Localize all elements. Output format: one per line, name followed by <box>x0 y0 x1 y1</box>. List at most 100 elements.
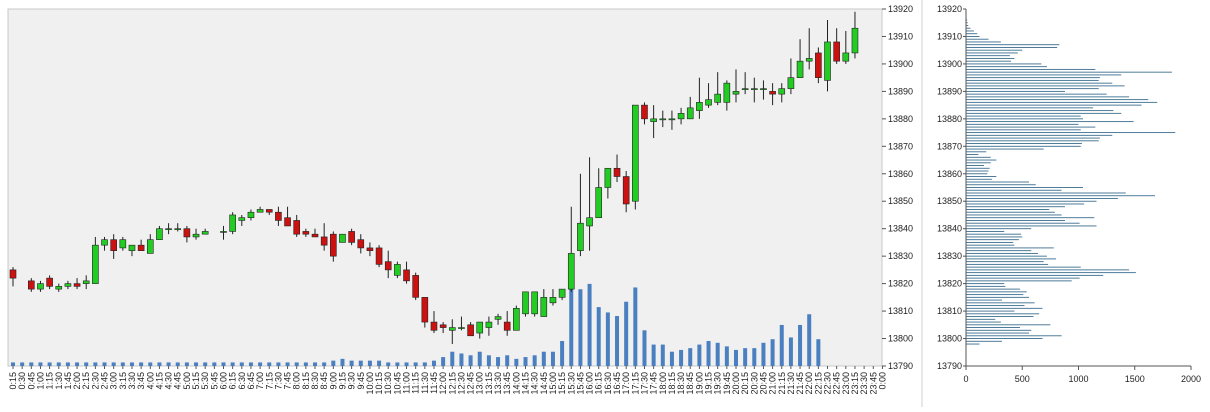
time-tick-label: 18:15 <box>667 372 677 395</box>
candle <box>577 173 584 257</box>
time-tick-label: 19:15 <box>704 372 714 395</box>
profile-bar <box>966 57 1015 59</box>
volume-bar <box>248 362 253 366</box>
candle <box>37 280 44 292</box>
profile-bar <box>966 338 1043 339</box>
candle-body <box>9 269 17 279</box>
profile-price-tick-label: 13910 <box>937 31 962 41</box>
candle-body <box>265 209 273 213</box>
candle <box>192 228 200 240</box>
time-tick-label: 5:00 <box>182 372 192 390</box>
candle <box>586 157 593 251</box>
candle <box>750 77 758 103</box>
candle-body <box>28 280 35 290</box>
candle-body <box>220 231 227 233</box>
time-tick-label: 13:30 <box>493 372 503 395</box>
time-tick-label: 14:30 <box>530 372 540 395</box>
profile-price-axis: 13790 13800 13810 13820 13830 13840 13850 13860… <box>937 4 967 371</box>
profile-bar <box>966 198 1118 199</box>
volume-bar <box>550 351 555 366</box>
volume-bar <box>431 360 436 366</box>
volume-bar <box>139 362 144 366</box>
time-tick-label: 1:45 <box>63 372 73 390</box>
volume-bar <box>706 341 711 366</box>
time-tick-label: 23:45 <box>868 372 878 395</box>
time-tick-label: 21:30 <box>786 372 796 395</box>
volume-bar <box>697 344 702 366</box>
volume-bar <box>560 341 565 366</box>
candle <box>46 275 53 290</box>
candle-body <box>778 88 786 95</box>
candle <box>73 278 81 290</box>
time-tick-label: 9:00 <box>328 372 338 390</box>
volume-bar <box>313 362 318 366</box>
candle <box>137 239 145 251</box>
time-tick-label: 2:45 <box>100 372 110 390</box>
time-tick-label: 0:30 <box>17 372 27 390</box>
profile-bar <box>966 280 1072 282</box>
price-tick-label: 13870 <box>888 141 913 151</box>
time-tick-label: 9:15 <box>337 372 347 390</box>
candle <box>650 105 657 139</box>
volume-bar <box>413 362 418 366</box>
candle <box>183 225 191 243</box>
candle-body <box>769 91 776 95</box>
candle-body <box>833 41 840 62</box>
time-tick-label: 1:00 <box>35 372 45 390</box>
volume-bars <box>11 283 821 366</box>
time-tick-label: 17:30 <box>639 372 649 395</box>
candle-body <box>156 228 163 240</box>
candle-body <box>723 82 731 103</box>
candle <box>302 228 310 237</box>
profile-bar <box>966 107 1094 109</box>
time-tick-label: 22:00 <box>804 372 814 395</box>
time-tick-label: 16:15 <box>594 372 604 395</box>
volume-bar <box>221 362 226 366</box>
candle-body <box>110 239 117 251</box>
profile-bar <box>966 60 1011 62</box>
candle-body <box>339 233 346 243</box>
candle-body <box>760 88 767 90</box>
volume-bar <box>779 324 784 366</box>
volume-bar <box>651 344 656 366</box>
profile-bar <box>966 244 1015 246</box>
volume-bar <box>212 362 217 366</box>
candle <box>632 104 639 210</box>
time-tick-label: 21:00 <box>768 372 778 395</box>
profile-bar <box>966 118 1083 120</box>
candle <box>311 228 319 238</box>
time-tick-label: 0:15 <box>8 372 18 390</box>
candle <box>357 234 365 254</box>
candle-body <box>842 52 850 62</box>
volume-bar <box>20 362 25 366</box>
profile-bar <box>966 30 974 32</box>
profile-bar <box>966 36 980 37</box>
price-tick-label: 13850 <box>888 196 913 206</box>
candle-body <box>467 324 474 337</box>
time-tick-label: 11:45 <box>429 372 439 394</box>
candle <box>165 223 172 235</box>
candle <box>714 72 721 106</box>
volume-bar <box>322 362 327 366</box>
profile-bar <box>966 228 1032 230</box>
candle-body <box>622 176 630 205</box>
volume-bar <box>340 358 345 366</box>
volume-bar <box>486 355 491 366</box>
candle <box>760 80 767 100</box>
time-tick-label: 17:15 <box>630 372 640 395</box>
candle <box>485 316 493 336</box>
candle <box>412 272 419 301</box>
candle-body <box>192 233 200 238</box>
time-tick-label: 2:15 <box>81 372 91 390</box>
candle <box>851 11 859 59</box>
candle <box>659 110 667 128</box>
profile-bar <box>966 159 997 161</box>
time-tick-label: 7:15 <box>264 372 274 390</box>
candle <box>842 30 850 64</box>
candle-body <box>256 209 264 213</box>
time-tick-label: 3:30 <box>127 372 137 390</box>
volume-bar <box>669 351 674 366</box>
profile-price-tick-label: 13810 <box>937 306 962 316</box>
price-tick-label: 13810 <box>888 306 913 316</box>
candle <box>128 244 136 257</box>
